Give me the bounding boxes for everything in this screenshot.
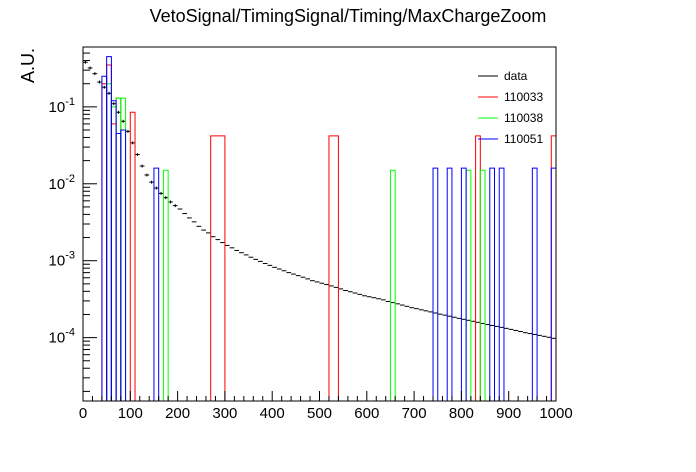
x-tick-label: 400: [260, 405, 285, 422]
series-110051-bin: [490, 168, 495, 403]
series-110033-bin: [211, 136, 225, 403]
chart-canvas: VetoSignal/TimingSignal/Timing/MaxCharge…: [0, 0, 696, 472]
legend: data 110033 110038 110051: [478, 69, 543, 146]
series-110038-bin: [107, 84, 112, 403]
legend-label-110051: 110051: [504, 132, 543, 146]
x-tick-label: 500: [307, 405, 332, 422]
series-110038-bin: [116, 98, 121, 403]
series-110051-bin: [111, 101, 116, 403]
x-tick-label: 600: [354, 405, 379, 422]
series-110051-bin: [154, 168, 159, 403]
series-110051-bin: [102, 76, 107, 403]
x-tick-label: 900: [496, 405, 521, 422]
series-110033: [102, 65, 556, 403]
x-tick-label: 700: [402, 405, 427, 422]
y-tick-label: 10-3: [49, 250, 75, 270]
y-axis-label: A.U.: [18, 48, 38, 83]
series-110033-bin: [130, 112, 135, 403]
plot-area: [83, 57, 696, 403]
series-110033-bin: [551, 136, 556, 403]
series-data: [83, 61, 696, 377]
series-110033-bin: [102, 84, 107, 403]
y-tick-label: 10-4: [49, 327, 75, 347]
series-110051-bin: [447, 168, 452, 403]
series-110051-bin: [107, 57, 112, 403]
series-110033-bin: [116, 98, 121, 403]
series-110051-bin: [121, 130, 126, 403]
series-110051-bin: [551, 168, 556, 403]
x-tick-label: 0: [79, 405, 87, 422]
series-110033-bin: [476, 136, 481, 403]
legend-label-data: data: [504, 69, 528, 83]
x-tick-label: 200: [165, 405, 190, 422]
series-110033-bin: [107, 65, 112, 403]
series-110033-bin: [111, 124, 116, 403]
series-110051-bin: [433, 168, 438, 403]
x-tick-label: 1000: [539, 405, 572, 422]
series-110033-bin: [329, 136, 338, 403]
series-110038-bin: [466, 170, 471, 403]
series-110038-bin: [163, 170, 168, 403]
legend-label-110033: 110033: [504, 90, 543, 104]
series-110051-bin: [499, 168, 504, 403]
series-110051-bin: [532, 168, 537, 403]
series-110038-bin: [390, 170, 395, 403]
x-tick-label: 800: [449, 405, 474, 422]
series-110051-bin: [461, 168, 466, 403]
x-tick-label: 100: [118, 405, 143, 422]
series-110038-bin: [121, 98, 126, 403]
legend-label-110038: 110038: [504, 111, 543, 125]
series-110038-bin: [111, 107, 116, 403]
chart-title: VetoSignal/TimingSignal/Timing/MaxCharge…: [150, 6, 547, 26]
series-110038-bin: [480, 170, 485, 403]
y-tick-label: 10-2: [49, 173, 75, 193]
y-tick-label: 10-1: [49, 96, 75, 116]
series-110038: [107, 84, 485, 403]
series-110051-bin: [116, 134, 121, 403]
x-tick-label: 300: [212, 405, 237, 422]
